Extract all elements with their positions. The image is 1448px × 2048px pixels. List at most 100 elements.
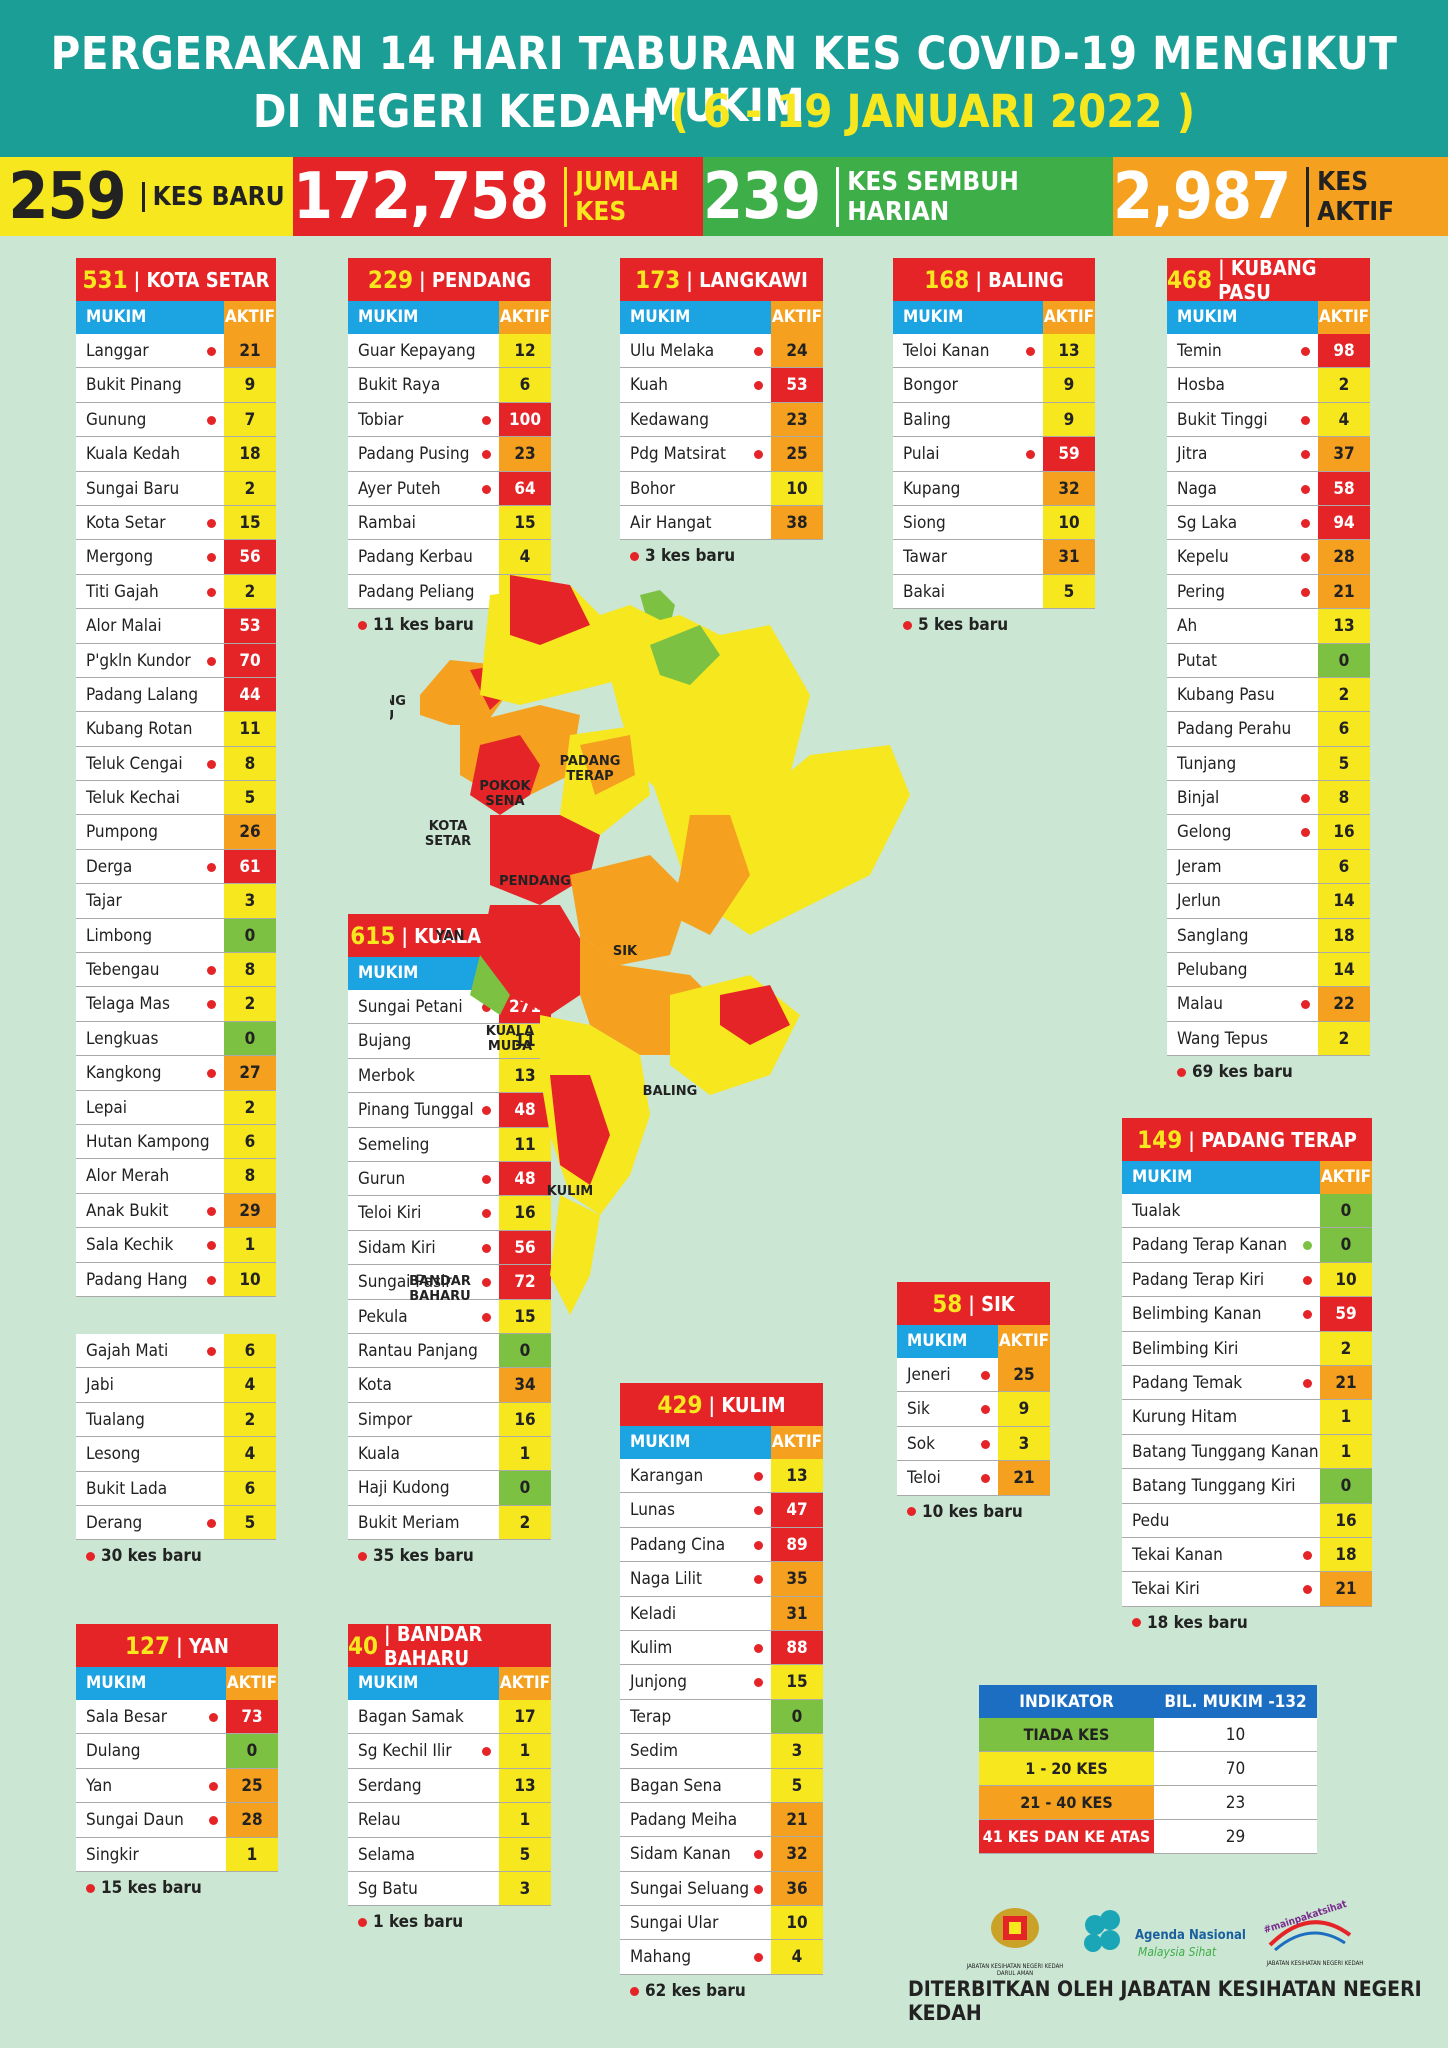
- active-count: 0: [1320, 1194, 1372, 1228]
- active-count: 9: [998, 1392, 1050, 1426]
- mukim-name: Tajar: [86, 891, 122, 912]
- mukim-name: Padang Lalang: [86, 684, 199, 705]
- table-row: Lengkuas 0: [76, 1021, 276, 1057]
- mukim-name: Pering: [1167, 575, 1318, 608]
- mukim-name: Tebengau: [76, 953, 224, 986]
- mukim-name: Hutan Kampong: [86, 1131, 210, 1152]
- mukim-name: Sungai Seluang: [620, 1872, 771, 1905]
- table-row: Lesong 4: [76, 1437, 276, 1472]
- active-count: 28: [1318, 540, 1370, 574]
- active-count: 9: [1043, 368, 1095, 402]
- new-cases-note: 11 kes baru: [358, 615, 474, 635]
- mukim-name: Keladi: [630, 1603, 677, 1624]
- new-cases-text: 18 kes baru: [1147, 1612, 1248, 1633]
- table-row: Teluk Kechai 5: [76, 781, 276, 816]
- legend-key: TIADA KES: [979, 1718, 1154, 1751]
- new-case-dot-icon: [754, 1472, 763, 1481]
- new-case-dot-icon: [754, 347, 763, 356]
- mukim-name: Pedu: [1132, 1510, 1170, 1531]
- new-cases-note: 69 kes baru: [1177, 1062, 1293, 1082]
- table-row: Kepelu 28: [1167, 540, 1370, 575]
- active-count: 2: [1320, 1331, 1372, 1365]
- active-count: 2: [1318, 677, 1370, 712]
- new-case-dot-icon: [1303, 1241, 1312, 1251]
- table-row: Guar Kepayang 12: [348, 334, 551, 369]
- table-row: Teloi Kiri 16: [348, 1196, 551, 1231]
- mukim-name: Karangan: [620, 1459, 771, 1492]
- active-count: 2: [1318, 368, 1370, 402]
- table-row: Binjal 8: [1167, 781, 1370, 816]
- district-table-yan: 127 | YAN MUKIM AKTIF Sala Besar 73 Dulang 0 Yan…: [76, 1624, 278, 1872]
- active-count: 9: [1043, 402, 1095, 437]
- mukim-name: Gelong: [1167, 815, 1318, 848]
- mukim-name: Bongor: [903, 375, 958, 396]
- new-case-dot-icon: [981, 1405, 990, 1415]
- active-count: 53: [771, 368, 823, 402]
- table-row: Kurung Hitam 1: [1122, 1400, 1372, 1435]
- mukim-name: Batang Tunggang Kiri: [1132, 1476, 1296, 1497]
- district-total: 429: [657, 1390, 703, 1419]
- active-count: 25: [771, 437, 823, 471]
- mukim-name: Relau: [358, 1810, 401, 1831]
- new-cases-note: 3 kes baru: [630, 546, 735, 566]
- mukim-name: Ayer Puteh: [348, 472, 499, 505]
- malaysia-sihat-text: Malaysia Sihat: [1138, 1945, 1217, 1959]
- district-title: 127 | YAN: [76, 1624, 278, 1667]
- active-count: 2: [224, 1090, 276, 1124]
- map-label: PADANG TERAP: [560, 754, 621, 784]
- legend-row: 41 KES DAN KE ATAS 29: [979, 1820, 1317, 1854]
- mukim-name: Langgar: [76, 334, 224, 367]
- active-count: 32: [771, 1837, 823, 1871]
- col-aktif: AKTIF: [998, 1325, 1050, 1358]
- table-row: Teluk Cengai 8: [76, 746, 276, 782]
- table-row: Jerlun 14: [1167, 884, 1370, 919]
- mainpakatsihat-icon: [1268, 1920, 1352, 1952]
- active-count: 13: [771, 1459, 823, 1493]
- new-case-dot-icon: [482, 1174, 491, 1184]
- title-line-1: PERGERAKAN 14 HARI TABURAN KES COVID-19 …: [50, 27, 1398, 132]
- col-mukim: MUKIM: [620, 301, 771, 334]
- table-row: Karangan 13: [620, 1459, 823, 1494]
- table-row: Simpor 16: [348, 1402, 551, 1438]
- mukim-name: Malau: [1167, 987, 1318, 1020]
- new-case-dot-icon: [482, 1003, 491, 1012]
- col-aktif: AKTIF: [226, 1667, 278, 1700]
- table-row: Tekai Kanan 18: [1122, 1537, 1372, 1573]
- new-cases-text: 62 kes baru: [645, 1981, 746, 2001]
- active-count: 11: [499, 1127, 551, 1161]
- district-table-kuala-muda: 615| KUALA MUDAMUKIMAKTIFSungai Petani27…: [348, 914, 551, 1541]
- table-row: Alor Malai 53: [76, 609, 276, 644]
- district-name: | SIK: [968, 1291, 1015, 1316]
- new-case-dot-icon: [207, 656, 216, 666]
- new-case-dot-icon: [754, 1884, 763, 1894]
- table-row: Bukit Meriam 2: [348, 1505, 551, 1541]
- mukim-name: Pdg Matsirat: [620, 437, 771, 470]
- active-count: 18: [224, 437, 276, 471]
- table-row: Sok 3: [897, 1426, 1050, 1462]
- new-case-dot-icon: [207, 1069, 216, 1079]
- active-count: 15: [771, 1665, 823, 1699]
- table-row: Bukit Tinggi 4: [1167, 402, 1370, 438]
- mukim-name: Sala Besar: [76, 1700, 226, 1733]
- col-mukim: MUKIM: [893, 301, 1043, 334]
- mukim-name: Ulu Melaka: [620, 334, 771, 367]
- active-count: 16: [1320, 1503, 1372, 1537]
- active-count: 21: [998, 1461, 1050, 1495]
- mukim-name: Dulang: [86, 1741, 141, 1762]
- mukim-name: Siong: [903, 512, 946, 533]
- district-table-kota-setar: 531 | KOTA SETAR MUKIM AKTIF Langgar 21 Bukit …: [76, 258, 276, 1297]
- mukim-name: Padang Terap Kiri: [1122, 1263, 1320, 1296]
- active-count: 59: [1043, 437, 1095, 471]
- table-row: Kota 34: [348, 1368, 551, 1403]
- table-row: Ayer Puteh 64: [348, 471, 551, 506]
- mukim-name: Bukit Meriam: [358, 1512, 460, 1533]
- new-cases-note: 62 kes baru: [630, 1981, 746, 2001]
- active-count: 23: [771, 402, 823, 437]
- mukim-name: Teluk Kechai: [86, 788, 180, 809]
- district-total: 149: [1137, 1125, 1183, 1154]
- table-row: Kangkong 27: [76, 1056, 276, 1091]
